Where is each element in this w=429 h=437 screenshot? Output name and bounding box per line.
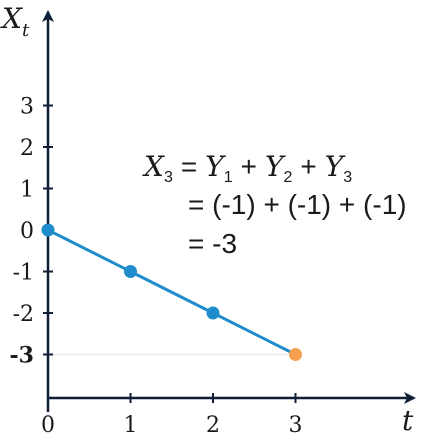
eq-y3-base: Y	[325, 150, 346, 183]
x-tick-label: 2	[206, 413, 220, 437]
eq-equals: =	[181, 151, 197, 182]
equation-line-2: = (-1) + (-1) + (-1)	[188, 189, 407, 220]
eq-y1-base: Y	[205, 150, 226, 183]
y-tick-label: 0	[20, 219, 34, 244]
eq-y2-sub: 2	[283, 169, 292, 186]
eq-x3-sub: 3	[164, 169, 173, 186]
equation-line-1: X3 = Y1 + Y2 + Y3	[142, 150, 352, 186]
data-point-highlighted	[289, 348, 302, 361]
y-tick-label: 2	[20, 136, 34, 161]
equation-annotation: X3 = Y1 + Y2 + Y3 = (-1) + (-1) + (-1) = -3	[142, 150, 407, 259]
data-point	[206, 306, 220, 320]
eq-y3-sub: 3	[343, 169, 352, 186]
x-tick-label: 3	[289, 413, 303, 437]
eq-x3-base: X	[142, 150, 165, 183]
equation-line-3: = -3	[188, 228, 237, 259]
y-axis-title: Xt	[0, 2, 30, 41]
data-point	[41, 223, 55, 237]
y-tick-label: 1	[20, 178, 34, 203]
x-tick-label: 1	[124, 413, 138, 437]
y-tick-label: -1	[13, 261, 34, 286]
x-tick-label: 0	[41, 413, 55, 437]
series-line	[46, 228, 297, 356]
y-axis-title-base: X	[0, 2, 23, 35]
eq-plus-1: +	[241, 151, 257, 182]
y-tick-label: -2	[13, 302, 34, 327]
y-tick-label: 3	[20, 95, 34, 120]
data-point	[124, 265, 137, 278]
axis-ticks	[43, 104, 297, 403]
eq-plus-2: +	[300, 151, 316, 182]
eq-y2-base: Y	[265, 150, 286, 183]
series-layer	[41, 223, 302, 361]
y-tick-label-highlighted: -3	[10, 343, 34, 369]
axis-tick-labels: 0 1 2 3 3 2 1 0 -1 -2 -3	[10, 95, 303, 437]
y-axis-title-sub: t	[22, 20, 30, 41]
eq-y1-sub: 1	[224, 169, 233, 186]
x-axis-title: t	[402, 404, 414, 437]
